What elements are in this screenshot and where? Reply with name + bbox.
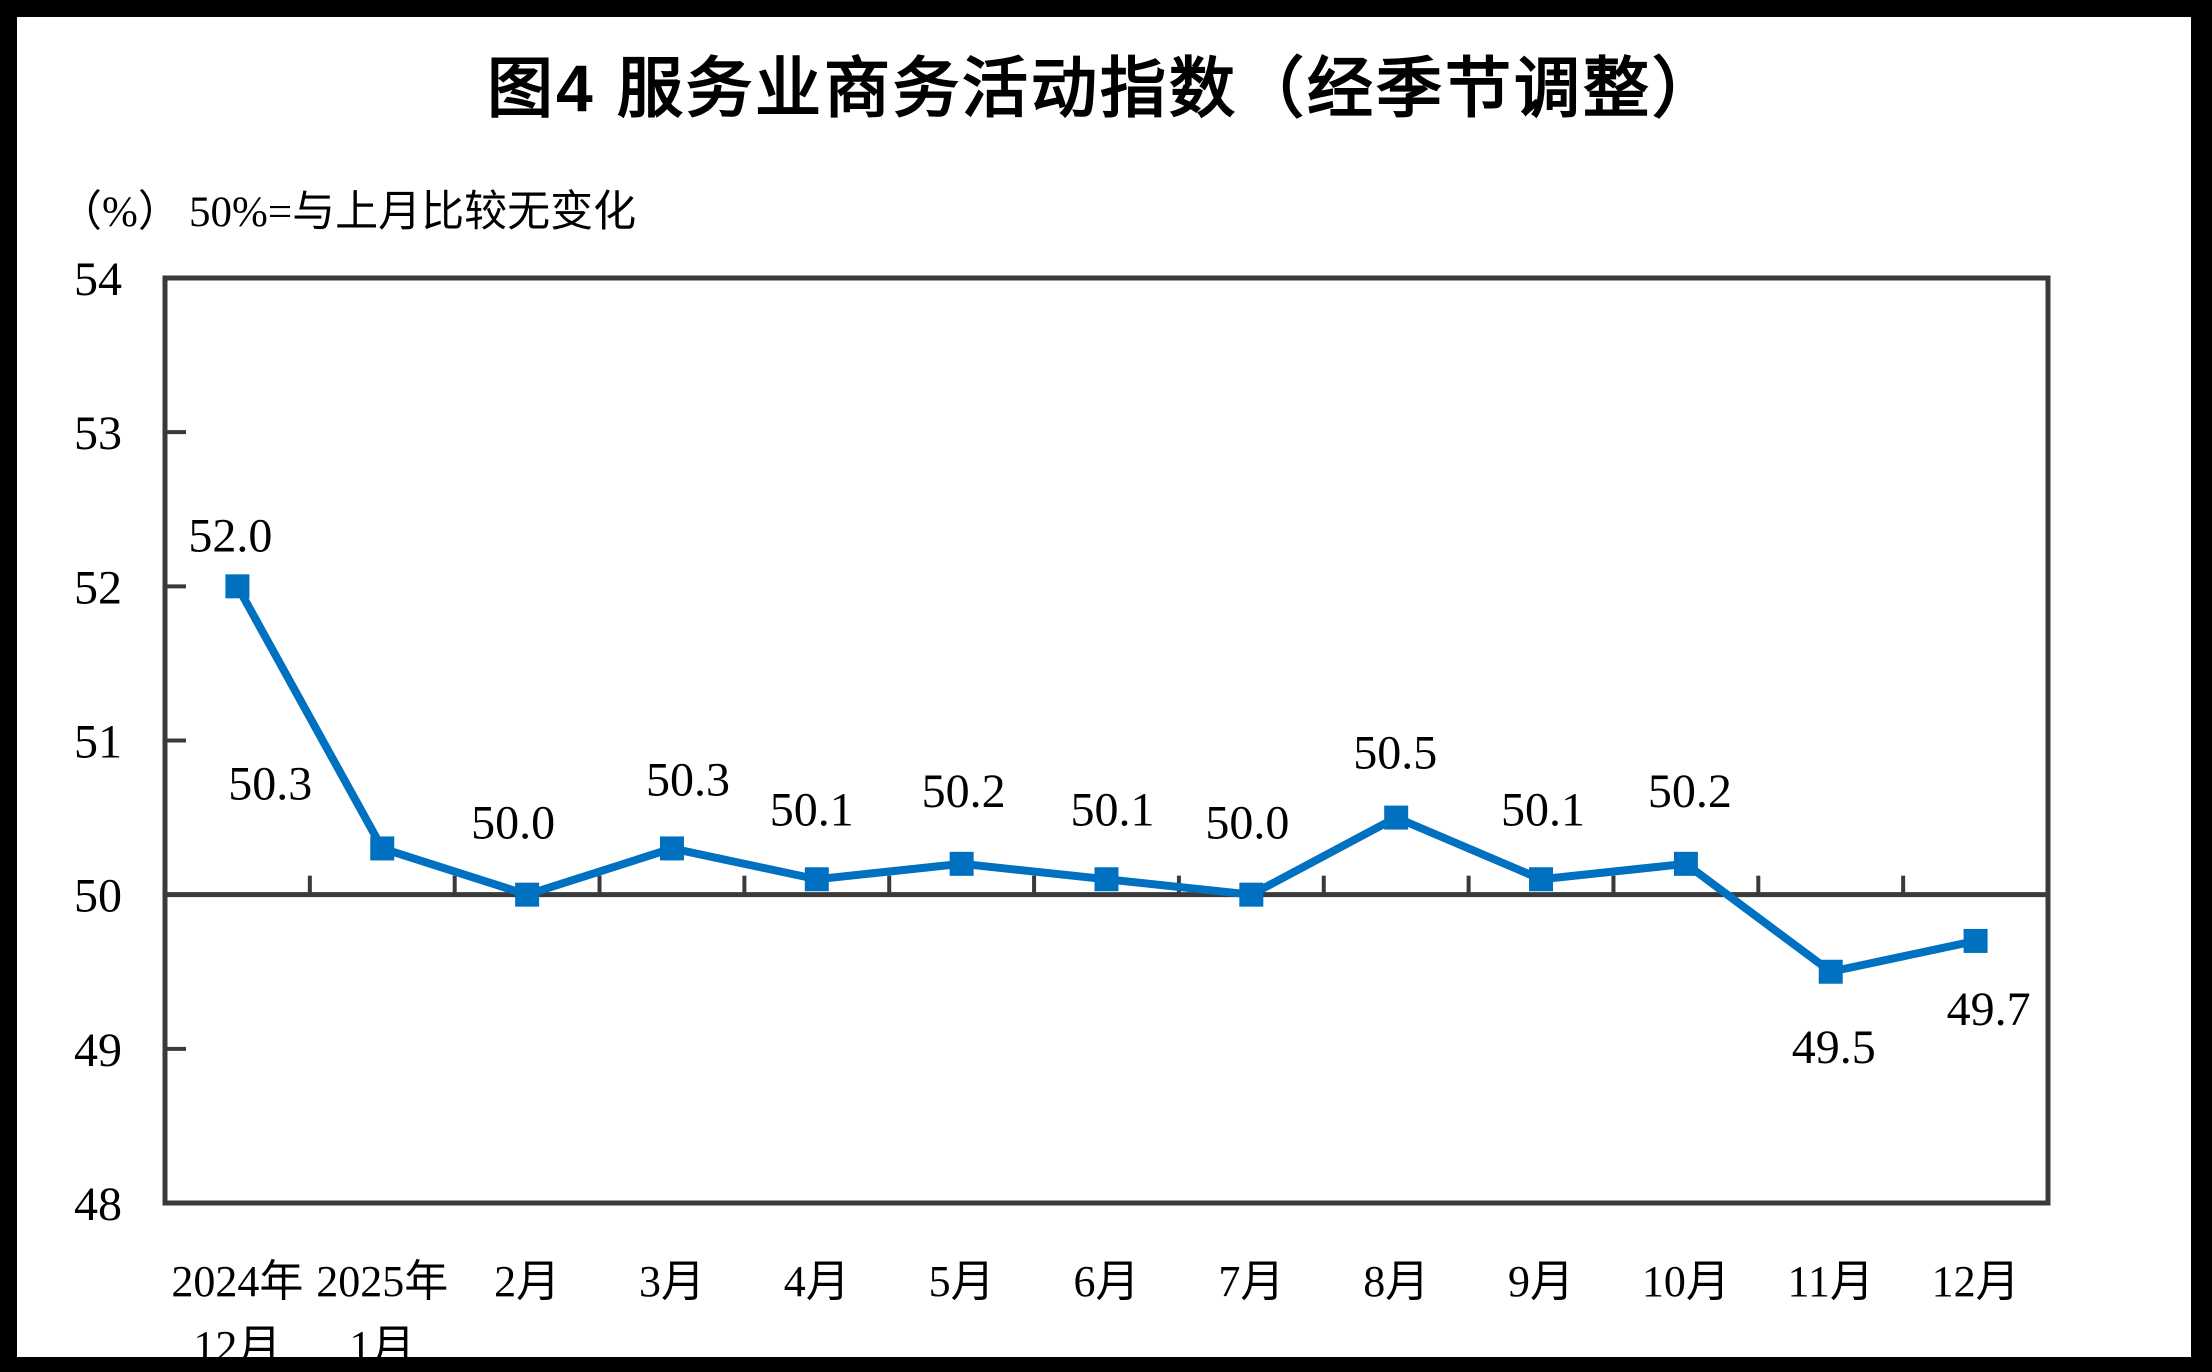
data-point-marker: [225, 574, 250, 599]
y-axis-tick-label: 51: [74, 716, 122, 769]
y-axis-tick-label: 53: [74, 407, 122, 460]
chart-title: 图4 服务业商务活动指数（经季节调整）: [486, 51, 1722, 125]
data-point-marker: [1384, 805, 1409, 830]
data-point-marker: [1239, 882, 1264, 907]
data-point-label: 49.5: [1792, 1021, 1876, 1074]
y-axis-unit-label: （%）: [59, 189, 181, 236]
y-axis-tick-label: 52: [74, 561, 122, 614]
chart-canvas: 图4 服务业商务活动指数（经季节调整） （%） 50%=与上月比较无变化 48 4…: [17, 17, 2191, 1357]
data-point-marker: [1818, 959, 1843, 984]
data-point-label: 50.1: [770, 783, 854, 836]
x-axis-label: 2025年: [316, 1257, 448, 1306]
x-axis-label: 4月: [784, 1257, 850, 1306]
data-point-label: 50.0: [1205, 797, 1289, 850]
y-axis-tick-label: 54: [74, 253, 122, 306]
data-point-marker: [949, 851, 974, 876]
x-axis-label: 2月: [494, 1257, 560, 1306]
y-axis-tick-label: 48: [74, 1178, 122, 1231]
x-axis-label: 12月: [193, 1322, 281, 1357]
x-axis-label: 5月: [929, 1257, 995, 1306]
data-point-label: 50.2: [922, 765, 1006, 818]
data-point-marker: [370, 836, 395, 861]
y-axis-tick-label: 50: [74, 870, 122, 923]
x-axis-label: 6月: [1074, 1257, 1140, 1306]
x-axis-label: 7月: [1218, 1257, 1284, 1306]
baseline-note: 50%=与上月比较无变化: [189, 189, 637, 236]
data-point-label: 50.2: [1648, 765, 1732, 818]
y-axis-tick-label: 49: [74, 1024, 122, 1077]
data-point-marker: [804, 867, 829, 892]
data-point-label: 50.5: [1353, 727, 1437, 780]
data-point-label: 50.1: [1071, 783, 1155, 836]
x-axis-label: 12月: [1932, 1257, 2020, 1306]
data-point-marker: [1963, 928, 1988, 953]
data-point-marker: [1673, 851, 1698, 876]
data-point-label: 50.0: [471, 797, 555, 850]
data-point-marker: [515, 882, 540, 907]
data-point-marker: [1529, 867, 1554, 892]
data-point-label: 50.3: [228, 757, 312, 810]
x-axis-label: 1月: [349, 1322, 415, 1357]
x-axis-label: 2024年: [171, 1257, 303, 1306]
x-axis-label: 10月: [1642, 1257, 1730, 1306]
data-point-label: 49.7: [1947, 983, 2031, 1036]
data-point-marker: [1094, 867, 1119, 892]
x-axis-label: 9月: [1508, 1257, 1574, 1306]
x-axis-label: 8月: [1363, 1257, 1429, 1306]
data-point-label: 50.1: [1501, 783, 1585, 836]
line-chart: 48 49 50 51 52 53 54 52.0 50.3 50.0 50.3 50.1 50.2 50…: [74, 253, 2051, 1357]
x-axis-label: 11月: [1788, 1257, 1874, 1306]
x-axis-label: 3月: [639, 1257, 705, 1306]
data-point-label: 52.0: [188, 509, 272, 562]
data-point-marker: [659, 836, 684, 861]
data-point-label: 50.3: [646, 753, 730, 806]
plot-border: [162, 275, 2051, 1206]
